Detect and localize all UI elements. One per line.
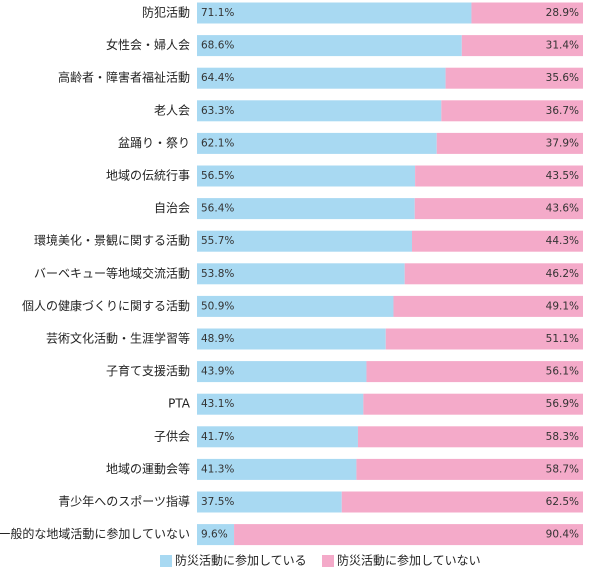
value-label: 58.3% [546,431,579,443]
bar-segment [445,67,583,89]
bar-segment [197,458,357,480]
bar-segment [197,198,415,220]
value-label: 43.6% [546,203,579,215]
value-label: 48.9% [201,333,234,345]
value-label: 90.4% [546,529,579,541]
bar-segment [404,263,583,285]
bar-segment [197,230,413,252]
bar-segment [415,165,583,187]
value-label: 36.7% [546,105,579,117]
value-label: 63.3% [201,105,234,117]
bar-segment [385,328,583,350]
category-label: 防犯活動 [142,5,190,20]
legend-label: 防災活動に参加していない [337,553,481,568]
value-label: 49.1% [546,300,579,312]
value-label: 71.1% [201,7,234,19]
bar-segment [197,295,394,317]
bar-segment [197,426,358,448]
value-label: 9.6% [201,529,228,541]
bar-segment [197,100,442,122]
legend-label: 防災活動に参加している [175,553,307,568]
category-label: 子供会 [154,429,190,443]
category-label: バーベキュー等地域交流活動 [34,265,190,280]
bar-segment [366,361,583,383]
bar-segment [357,426,583,448]
value-label: 64.4% [201,72,234,84]
category-label: 個人の健康づくりに関する活動 [22,298,190,313]
bar-segment [197,165,416,187]
value-label: 53.8% [201,268,234,280]
bar-segment [197,263,405,285]
bar-segment [197,328,386,350]
bar-segment [412,230,583,252]
value-label: 43.1% [201,398,234,410]
bar-segment [436,132,583,154]
bar-segment [441,100,583,122]
bar-segment [197,524,235,546]
bar-segment [471,2,583,24]
value-label: 56.4% [201,203,234,215]
bar-segment [414,198,583,220]
category-label: 一般的な地域活動に参加していない [0,526,190,541]
value-label: 28.9% [546,7,579,19]
category-label: 子育て支援活動 [106,363,190,378]
value-label: 44.3% [546,235,579,247]
category-label: 地域の伝統行事 [106,169,190,183]
value-label: 58.7% [546,463,579,475]
category-label: 高齢者・障害者福祉活動 [58,70,190,85]
value-label: 37.9% [546,137,579,149]
bar-segment [461,35,583,57]
category-label: 女性会・婦人会 [106,37,190,52]
bar-segment [197,361,367,383]
value-label: 35.6% [546,72,579,84]
category-label: 環境美化・景観に関する活動 [34,233,190,248]
category-label: 老人会 [154,103,190,117]
bar-segment [197,67,446,89]
value-label: 55.7% [201,235,234,247]
category-label: 芸術文化活動・生涯学習等 [46,331,190,346]
legend-swatch [160,555,172,567]
value-label: 37.5% [201,496,234,508]
bar-segment [234,524,583,546]
value-label: 62.5% [546,496,579,508]
value-label: 41.3% [201,463,234,475]
value-label: 62.1% [201,137,234,149]
value-label: 41.7% [201,431,234,443]
category-label: 盆踊り・祭り [118,136,190,150]
bar-segment [363,393,583,415]
bar-segment [197,35,462,57]
value-label: 43.9% [201,366,234,378]
bar-segment [197,393,364,415]
category-label: 青少年へのスポーツ指導 [58,494,190,509]
category-label: PTA [168,397,191,411]
value-label: 51.1% [546,333,579,345]
value-label: 56.9% [546,398,579,410]
value-label: 56.5% [201,170,234,182]
value-label: 68.6% [201,40,234,52]
bar-segment [197,491,342,513]
category-label: 自治会 [154,201,190,215]
category-label: 地域の運動会等 [106,462,190,476]
value-label: 43.5% [546,170,579,182]
value-label: 50.9% [201,300,234,312]
bar-segment [393,295,583,317]
bar-segment [356,458,583,480]
bar-segment [197,132,437,154]
legend-swatch [322,555,334,567]
value-label: 31.4% [546,40,579,52]
bar-segment [341,491,583,513]
value-label: 56.1% [546,366,579,378]
bar-segment [197,2,472,24]
value-label: 46.2% [546,268,579,280]
